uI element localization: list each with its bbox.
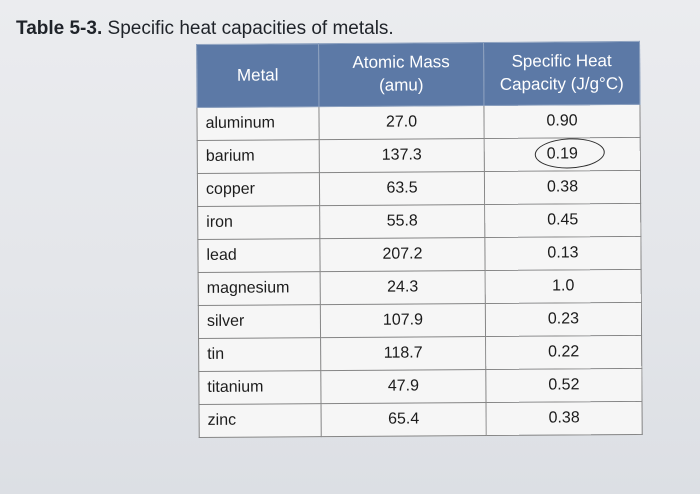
cell-specific-heat: 0.22 (485, 335, 642, 370)
table-row: magnesium 24.3 1.0 (198, 269, 642, 306)
table-row: aluminum 27.0 0.90 (196, 104, 641, 141)
cell-metal: magnesium (198, 271, 321, 306)
cell-specific-heat-value: 0.38 (548, 409, 580, 427)
cell-atomic-mass: 27.0 (318, 105, 485, 140)
caption-text: Specific heat capacities of metals. (107, 18, 394, 39)
cell-specific-heat: 0.90 (483, 104, 641, 139)
cell-atomic-mass-value: 55.8 (386, 212, 418, 230)
cell-metal: titanium (198, 370, 322, 405)
header-atomic-mass-line2: (amu) (379, 75, 424, 95)
cell-metal: iron (197, 205, 320, 240)
cell-specific-heat: 0.19 (484, 137, 641, 172)
header-specific-heat-line1: Specific Heat (511, 51, 612, 71)
cell-atomic-mass: 63.5 (319, 171, 485, 206)
table-row: zinc 65.4 0.38 (199, 401, 643, 438)
cell-metal: lead (197, 238, 321, 273)
table-row: copper 63.5 0.38 (197, 170, 641, 207)
cell-specific-heat: 0.38 (484, 170, 641, 205)
table-row: tin 118.7 0.22 (198, 335, 642, 372)
cell-metal: aluminum (196, 106, 320, 141)
cell-metal: silver (198, 304, 321, 339)
cell-metal-value: silver (206, 312, 245, 330)
cell-atomic-mass-value: 137.3 (381, 146, 422, 164)
cell-atomic-mass-value: 63.5 (386, 179, 418, 197)
cell-atomic-mass: 107.9 (320, 303, 486, 338)
cell-metal-value: titanium (207, 378, 264, 396)
cell-specific-heat: 0.45 (484, 203, 641, 238)
cell-atomic-mass: 137.3 (319, 138, 485, 173)
cell-specific-heat: 0.13 (484, 236, 642, 271)
cell-specific-heat: 0.52 (485, 368, 643, 403)
specific-heat-table: Metal Atomic Mass (amu) Specific Heat Capa… (196, 41, 643, 438)
cell-atomic-mass-value: 118.7 (383, 344, 423, 362)
cell-atomic-mass: 207.2 (319, 237, 486, 272)
cell-metal-value: magnesium (206, 279, 290, 297)
cell-specific-heat-value: 0.22 (548, 343, 580, 361)
table-caption: Table 5-3. Specific heat capacities of m… (16, 18, 394, 40)
table-row: barium 137.3 0.19 (197, 137, 641, 174)
table-row: lead 207.2 0.13 (197, 236, 642, 273)
table-row: titanium 47.9 0.52 (198, 368, 643, 405)
cell-atomic-mass-value: 107.9 (382, 311, 424, 329)
cell-atomic-mass: 118.7 (320, 336, 486, 371)
cell-specific-heat-value: 0.52 (548, 376, 580, 394)
cell-specific-heat: 0.38 (486, 401, 643, 436)
cell-metal: barium (197, 139, 320, 174)
cell-atomic-mass-value: 24.3 (387, 278, 419, 296)
cell-atomic-mass-value: 207.2 (382, 245, 423, 263)
header-metal: Metal (196, 43, 319, 108)
cell-metal: zinc (199, 403, 322, 438)
cell-metal-value: aluminum (205, 114, 275, 132)
cell-metal: tin (198, 337, 321, 372)
cell-specific-heat: 0.23 (485, 302, 642, 337)
table-header-row: Metal Atomic Mass (amu) Specific Heat Capa… (196, 41, 640, 108)
header-specific-heat-line2: Capacity (J/g°C) (499, 74, 624, 94)
header-atomic-mass: Atomic Mass (amu) (318, 42, 484, 107)
circled-specific-heat-value: 0.19 (546, 145, 578, 163)
cell-metal: copper (197, 172, 320, 207)
cell-specific-heat-value: 0.13 (547, 244, 579, 262)
header-specific-heat: Specific Heat Capacity (J/g°C) (483, 41, 640, 106)
caption-label: Table 5-3. (16, 18, 103, 39)
cell-atomic-mass: 47.9 (320, 369, 487, 404)
cell-atomic-mass: 65.4 (321, 402, 487, 437)
cell-atomic-mass-value: 27.0 (385, 113, 418, 131)
cell-atomic-mass: 55.8 (319, 204, 485, 239)
cell-metal-value: lead (206, 246, 237, 264)
cell-specific-heat-value: 0.38 (546, 178, 579, 196)
header-atomic-mass-line1: Atomic Mass (352, 52, 450, 72)
cell-metal-value: tin (207, 345, 225, 363)
cell-metal-value: zinc (207, 411, 237, 429)
cell-specific-heat-value: 1.0 (552, 277, 575, 295)
cell-specific-heat-value: 0.45 (547, 211, 579, 229)
cell-metal-value: copper (205, 180, 255, 198)
cell-specific-heat: 1.0 (485, 269, 642, 304)
cell-specific-heat-value: 0.90 (546, 112, 578, 130)
cell-atomic-mass-value: 47.9 (387, 377, 420, 395)
header-metal-label: Metal (236, 64, 279, 85)
cell-specific-heat-value: 0.23 (547, 310, 580, 328)
cell-atomic-mass: 24.3 (320, 270, 486, 305)
table-row: silver 107.9 0.23 (198, 302, 642, 339)
cell-atomic-mass-value: 65.4 (387, 410, 420, 428)
cell-metal-value: barium (205, 147, 255, 165)
table-body: aluminum 27.0 0.90 barium 137.3 0.19 copper 63.… (196, 104, 643, 438)
table-row: iron 55.8 0.45 (197, 203, 641, 240)
cell-metal-value: iron (206, 213, 233, 231)
